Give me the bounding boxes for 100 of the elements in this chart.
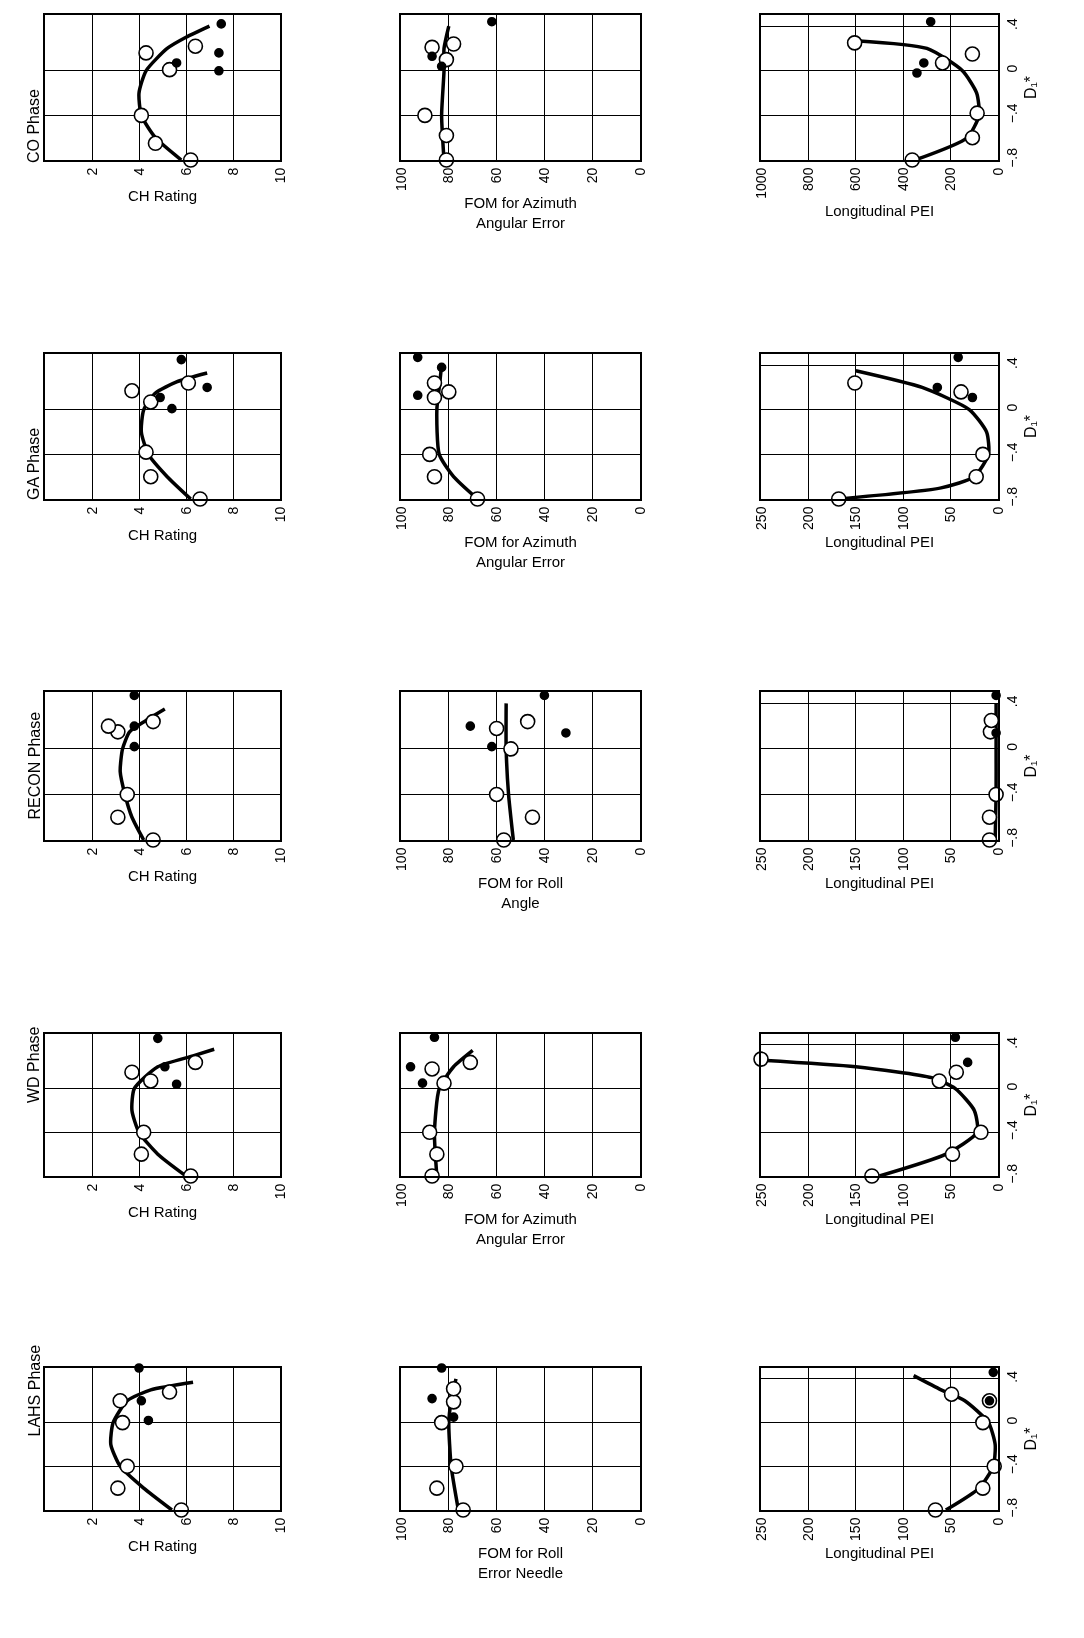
x-tick-label: 20 bbox=[583, 1183, 600, 1200]
x-axis-title: FOM for Roll Angle bbox=[477, 874, 564, 911]
point bbox=[171, 58, 182, 68]
x-tick-label: 1000 bbox=[752, 167, 769, 199]
point bbox=[465, 721, 476, 731]
point bbox=[424, 1061, 440, 1077]
point bbox=[142, 394, 159, 410]
x-tick-label: 100 bbox=[894, 847, 911, 871]
point bbox=[214, 48, 224, 58]
point bbox=[405, 1061, 416, 1072]
x-tick-label: 80 bbox=[440, 167, 457, 184]
x-tick-label: 50 bbox=[942, 847, 959, 864]
x-tick-label: 4 bbox=[130, 167, 147, 176]
point bbox=[147, 135, 164, 152]
x-tick-label: 40 bbox=[535, 506, 552, 523]
point bbox=[438, 127, 455, 144]
point bbox=[145, 713, 161, 730]
point bbox=[187, 38, 204, 55]
y-tick-label: −.4 bbox=[1003, 1454, 1020, 1475]
point bbox=[488, 786, 505, 803]
x-tick-label: 100 bbox=[392, 1517, 409, 1541]
x-tick-label: 10 bbox=[271, 167, 288, 184]
point bbox=[138, 45, 154, 61]
point bbox=[202, 382, 212, 393]
x-tick-label: 100 bbox=[894, 1517, 911, 1541]
text: RECON Phase bbox=[25, 711, 43, 820]
x-tick-label: 6 bbox=[177, 1183, 194, 1192]
x-tick-label: 8 bbox=[224, 1183, 241, 1192]
point bbox=[426, 389, 443, 406]
x-tick-label: 150 bbox=[847, 506, 864, 530]
x-tick-label: 8 bbox=[224, 167, 241, 176]
point bbox=[561, 728, 571, 738]
y-tick-label: −.4 bbox=[1003, 1120, 1020, 1141]
x-axis-title: CH Rating bbox=[127, 186, 198, 204]
y-axis-title: D₁* bbox=[1022, 754, 1039, 778]
x-tick-label: 250 bbox=[752, 1183, 769, 1207]
point bbox=[129, 741, 140, 752]
point bbox=[503, 741, 519, 757]
point bbox=[167, 403, 177, 414]
x-tick-label: 80 bbox=[440, 1517, 457, 1534]
x-tick-label: 4 bbox=[130, 1517, 147, 1526]
point bbox=[412, 390, 423, 401]
x-tick-label: 150 bbox=[847, 847, 864, 871]
x-tick-label: 10 bbox=[271, 1517, 288, 1534]
x-axis-title: CH Rating bbox=[127, 525, 198, 543]
point bbox=[136, 1395, 147, 1406]
x-axis-title: FOM for Azimuth Angular Error bbox=[464, 194, 577, 231]
point bbox=[445, 36, 462, 52]
point bbox=[429, 1480, 445, 1496]
x-tick-label: 6 bbox=[177, 167, 194, 176]
x-tick-label: 100 bbox=[894, 506, 911, 530]
y-axis-title: D₁* bbox=[1022, 1093, 1039, 1117]
x-tick-label: 150 bbox=[847, 1183, 864, 1207]
x-tick-label: 100 bbox=[392, 847, 409, 871]
x-axis-title: Longitudinal PEI bbox=[824, 1544, 935, 1562]
x-tick-label: 2 bbox=[83, 506, 100, 515]
x-axis-title: FOM for Azimuth Angular Error bbox=[464, 1210, 577, 1247]
x-tick-label: 200 bbox=[799, 847, 816, 871]
point bbox=[133, 107, 150, 124]
point bbox=[155, 392, 165, 403]
point bbox=[445, 1394, 462, 1410]
point bbox=[100, 718, 117, 734]
x-axis-title: FOM for Azimuth Angular Error bbox=[464, 533, 577, 570]
x-axis-title: FOM for Roll Error Needle bbox=[477, 1544, 564, 1581]
point bbox=[160, 1061, 170, 1072]
point bbox=[124, 1064, 140, 1081]
x-tick-label: 800 bbox=[799, 167, 816, 191]
point bbox=[161, 61, 178, 78]
x-tick-label: 0 bbox=[989, 1517, 1006, 1526]
y-tick-label: −.8 bbox=[1003, 827, 1020, 848]
y-tick-label: 0 bbox=[1003, 64, 1020, 73]
point bbox=[129, 721, 140, 731]
point bbox=[448, 1458, 464, 1475]
y-tick-label: .4 bbox=[1003, 357, 1020, 369]
text: WD Phase bbox=[25, 1026, 42, 1103]
x-tick-label: 20 bbox=[583, 506, 600, 523]
point bbox=[216, 19, 227, 29]
x-axis-title: CH Rating bbox=[127, 1202, 198, 1220]
x-tick-label: 40 bbox=[535, 1517, 552, 1534]
text: LAHS Phase bbox=[25, 1344, 43, 1437]
x-tick-label: 8 bbox=[224, 847, 241, 856]
x-tick-label: 80 bbox=[440, 1183, 457, 1200]
x-tick-label: 0 bbox=[631, 1183, 648, 1192]
point bbox=[417, 1078, 428, 1088]
x-axis-title: Longitudinal PEI bbox=[824, 533, 935, 551]
y-axis-title: D₁* bbox=[1022, 75, 1039, 100]
point bbox=[180, 375, 197, 391]
x-tick-label: 600 bbox=[847, 167, 864, 191]
x-tick-label: 100 bbox=[392, 506, 409, 530]
x-tick-label: 0 bbox=[631, 506, 648, 515]
point bbox=[524, 809, 541, 826]
point bbox=[124, 383, 140, 399]
point bbox=[427, 1393, 437, 1404]
point bbox=[142, 1073, 159, 1089]
point bbox=[426, 375, 443, 391]
point bbox=[436, 362, 447, 373]
y-tick-label: 0 bbox=[1003, 403, 1020, 412]
x-tick-label: 60 bbox=[488, 1183, 505, 1200]
y-tick-label: −.8 bbox=[1003, 1497, 1020, 1518]
x-tick-label: 60 bbox=[488, 847, 505, 864]
